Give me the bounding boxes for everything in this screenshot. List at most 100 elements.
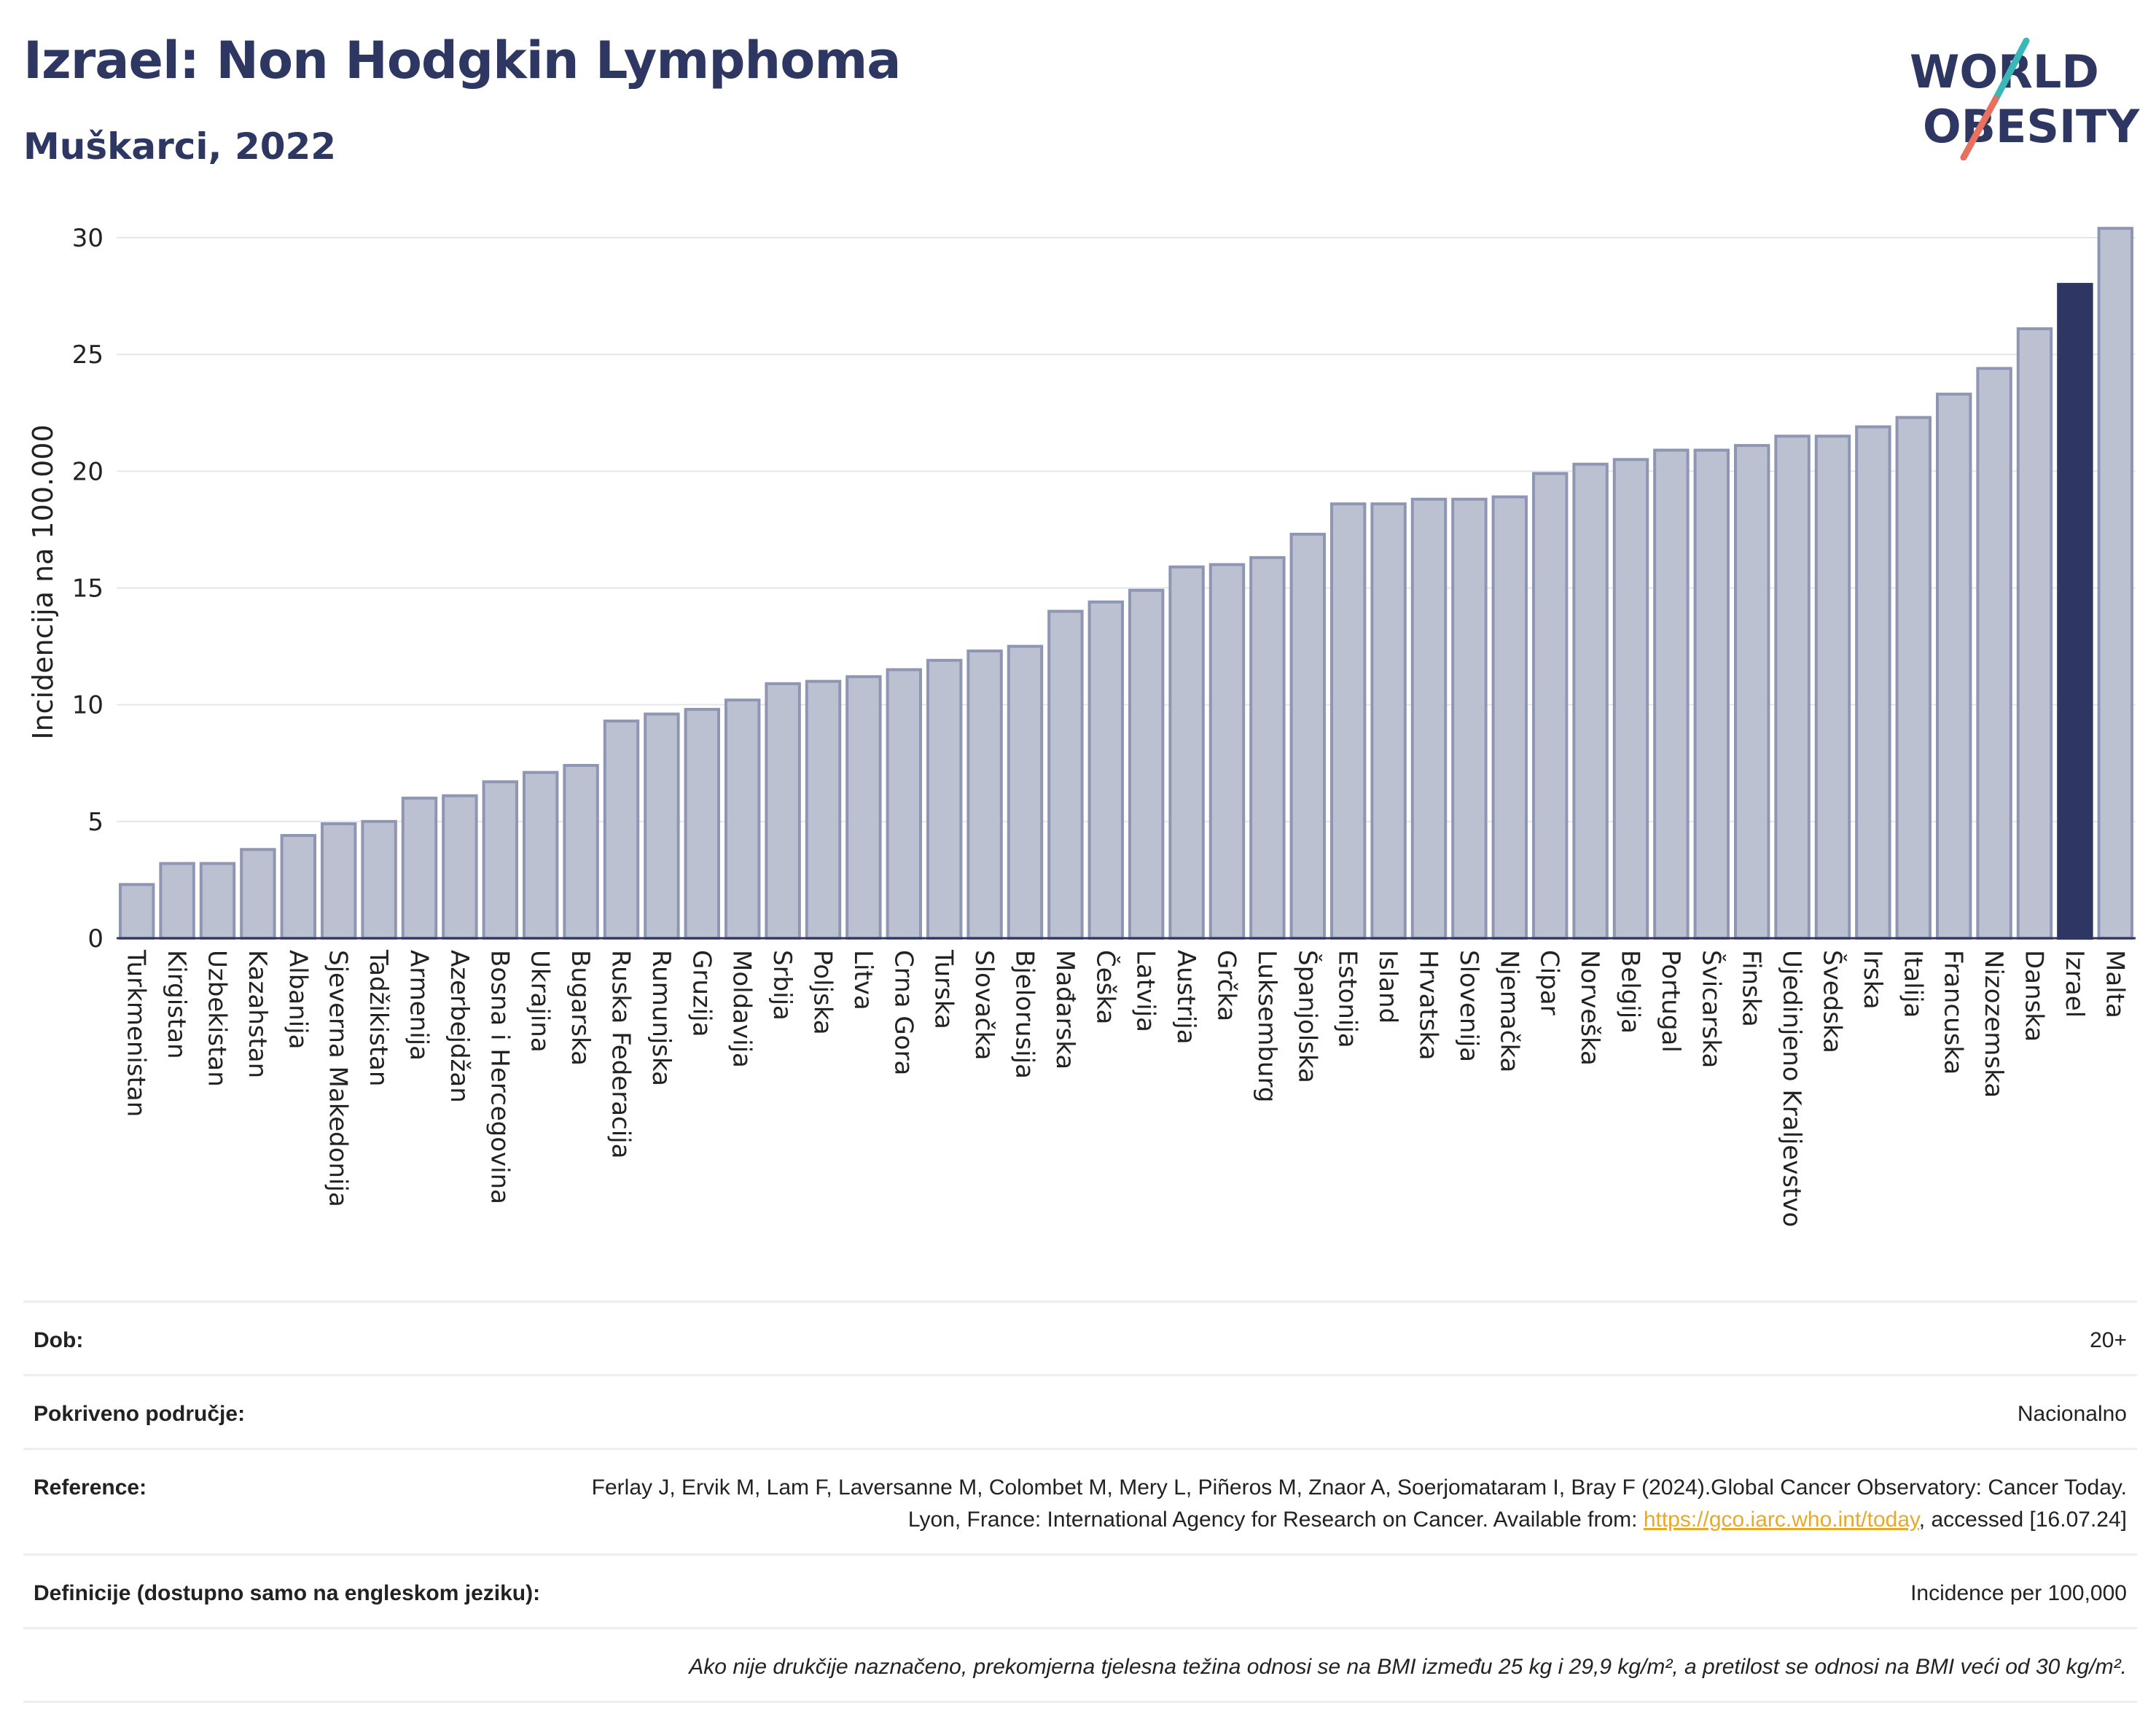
- info-key: Pokriveno područje:: [34, 1402, 246, 1426]
- x-tick-label: Moldavija: [727, 950, 757, 1068]
- x-tick-label: Izrael: [2060, 950, 2089, 1018]
- info-row-coverage: Pokriveno područje: Nacionalno: [23, 1376, 2137, 1450]
- bar: [1087, 600, 1125, 940]
- x-tick-label: Armenija: [405, 950, 434, 1061]
- x-tick-label: Kirgistan: [162, 950, 191, 1059]
- x-tick-label: Estonija: [1333, 950, 1362, 1048]
- bar: [1128, 588, 1165, 940]
- x-tick-label: Island: [1373, 950, 1402, 1024]
- x-tick-label: Španjolska: [1292, 950, 1322, 1083]
- y-tick-label: 5: [87, 808, 103, 837]
- x-tick-label: Rumunjska: [647, 950, 676, 1086]
- reference-accessed: , accessed [16.07.24]: [1918, 1508, 2127, 1532]
- x-tick-label: Bjelorusija: [1010, 950, 1039, 1079]
- x-tick-label: Slovačka: [969, 950, 999, 1060]
- x-tick-label: Luksemburg: [1252, 950, 1281, 1102]
- x-tick-label: Sjeverna Makedonija: [324, 950, 353, 1207]
- bar: [1451, 497, 1488, 940]
- info-key: Dob:: [34, 1328, 84, 1352]
- bar: [1329, 502, 1367, 940]
- bar: [1047, 609, 1084, 940]
- bar: [1208, 563, 1246, 940]
- bar: [1693, 448, 1730, 940]
- bar: [1572, 462, 1609, 940]
- x-tick-label: Turkmenistan: [122, 949, 151, 1117]
- info-table: Dob: 20+ Pokriveno područje: Nacionalno …: [23, 1301, 2137, 1703]
- bar: [966, 649, 1003, 940]
- bar: [1168, 565, 1205, 940]
- y-tick-label: 20: [72, 457, 103, 486]
- note-text: Ako nije drukčije naznačeno, prekomjerna…: [689, 1655, 2127, 1679]
- bar: [522, 771, 559, 940]
- bar: [1935, 392, 1972, 940]
- y-tick-label: 0: [87, 924, 103, 954]
- bar: [1653, 448, 1690, 940]
- x-tick-label: Irska: [1858, 950, 1887, 1010]
- bar: [240, 848, 276, 940]
- y-tick-label: 30: [72, 224, 103, 253]
- bar: [2057, 283, 2093, 940]
- x-tick-label: Tadžikistan: [364, 949, 393, 1086]
- bar: [1855, 425, 1891, 940]
- info-value: Nacionalno: [2017, 1402, 2127, 1426]
- x-tick-label: Crna Gora: [888, 950, 918, 1075]
- page-title: Izrael: Non Hodgkin Lymphoma: [23, 31, 902, 90]
- x-tick-label: Portugal: [1656, 950, 1685, 1053]
- info-key: Reference:: [34, 1475, 147, 1500]
- bar: [684, 708, 721, 940]
- bar: [765, 682, 801, 940]
- x-tick-label: Švedska: [1818, 950, 1848, 1053]
- x-tick-label: Srbija: [768, 950, 797, 1021]
- bar: [442, 794, 478, 940]
- reference-text: Ferlay J, Ervik M, Lam F, Laversanne M, …: [591, 1475, 2127, 1532]
- bar: [805, 679, 842, 940]
- y-tick-label: 15: [72, 574, 103, 604]
- x-tick-label: Nizozemska: [1979, 950, 2008, 1098]
- world-obesity-logo: WORLD OBESITY: [1910, 37, 2140, 160]
- info-value: Ferlay J, Ervik M, Lam F, Laversanne M, …: [582, 1472, 2127, 1536]
- bar-chart: 0 5 10 15 20 25 30 Incidencija na 100.000 Turkme…: [27, 224, 2136, 1227]
- bar: [926, 658, 963, 940]
- x-tick-label: Turska: [929, 949, 958, 1029]
- x-tick-label: Italija: [1898, 950, 1927, 1018]
- y-tick-label: 10: [72, 691, 103, 720]
- x-tick-label: Grčka: [1212, 950, 1241, 1021]
- x-tick-label: Finska: [1737, 950, 1766, 1027]
- bar: [199, 862, 236, 940]
- x-tick-label: Kazahstan: [243, 950, 272, 1078]
- x-tick-label: Ukrajina: [526, 950, 555, 1053]
- bar: [1976, 367, 2012, 940]
- x-tick-label: Bosna i Hercegovina: [485, 950, 514, 1204]
- x-tick-label: Ruska Federacija: [606, 950, 636, 1158]
- info-note: Ako nije drukčije naznačeno, prekomjerna…: [23, 1629, 2137, 1703]
- x-tick-label: Latvija: [1131, 950, 1160, 1032]
- info-value: Incidence per 100,000: [1910, 1581, 2127, 1605]
- x-tick-label: Francuska: [1939, 950, 1968, 1075]
- page-subtitle: Muškarci, 2022: [23, 125, 337, 168]
- x-tick-label: Švicarska: [1696, 950, 1726, 1068]
- reference-link[interactable]: https://gco.iarc.who.int/today: [1643, 1508, 1919, 1532]
- x-tick-label: Litva: [848, 950, 878, 1010]
- info-row-age: Dob: 20+: [23, 1303, 2137, 1376]
- x-tick-label: Češka: [1090, 950, 1120, 1024]
- info-value: 20+: [2090, 1328, 2127, 1352]
- bar: [280, 834, 317, 940]
- bar: [159, 862, 195, 940]
- bar: [320, 822, 357, 940]
- info-key: Definicije (dostupno samo na engleskom j…: [34, 1581, 541, 1605]
- bar: [361, 819, 397, 940]
- bar: [1007, 644, 1044, 940]
- x-tick-label: Poljska: [808, 950, 837, 1035]
- bar: [1491, 495, 1528, 940]
- bar: [1370, 502, 1407, 940]
- bar: [1289, 532, 1327, 940]
- logo-slash-teal: [1992, 37, 2030, 103]
- logo-slash-coral: [1960, 95, 1999, 160]
- bar: [845, 675, 882, 940]
- bar: [644, 712, 680, 940]
- bar: [401, 796, 438, 940]
- x-tick-label: Malta: [2100, 950, 2129, 1018]
- x-tick-label: Hrvatska: [1414, 950, 1443, 1060]
- bar: [886, 668, 923, 940]
- bar: [1814, 434, 1851, 940]
